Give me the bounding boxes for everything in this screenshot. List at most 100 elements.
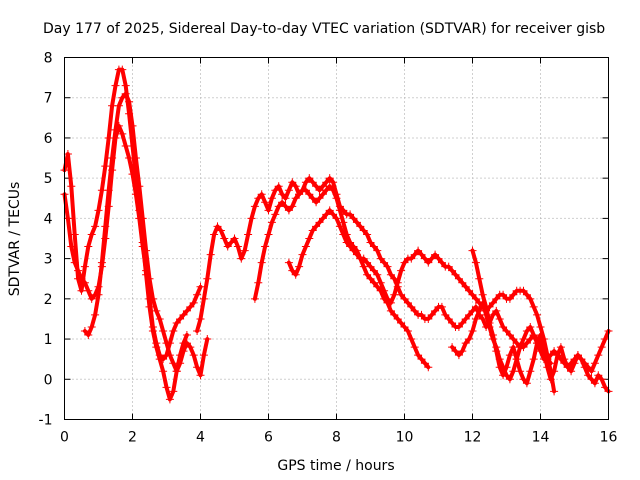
- x-tick-label: 8: [332, 430, 341, 446]
- data-point: [407, 335, 416, 344]
- data-point: [165, 395, 174, 404]
- y-tick-label: -1: [39, 413, 53, 429]
- data-point: [386, 270, 395, 279]
- data-point: [417, 355, 426, 364]
- data-point: [458, 318, 467, 327]
- data-point: [505, 351, 514, 360]
- data-point: [485, 318, 494, 327]
- data-point: [261, 242, 270, 251]
- data-point: [366, 274, 375, 283]
- data-point: [91, 222, 100, 231]
- data-point: [424, 363, 433, 372]
- data-point: [597, 375, 606, 384]
- data-point: [329, 186, 338, 195]
- data-point: [230, 234, 239, 243]
- x-tick-label: 0: [60, 430, 69, 446]
- data-point: [475, 306, 484, 315]
- y-tick-label: 7: [44, 91, 53, 107]
- data-point: [380, 286, 389, 295]
- data-point: [410, 250, 419, 259]
- data-point: [305, 190, 314, 199]
- data-point: [400, 258, 409, 267]
- data-point: [560, 355, 569, 364]
- data-point: [295, 262, 304, 271]
- data-point: [601, 383, 610, 392]
- y-tick-label: 4: [44, 211, 53, 227]
- data-point: [250, 294, 259, 303]
- data-point: [444, 262, 453, 271]
- data-point: [240, 246, 249, 255]
- data-point: [193, 327, 202, 336]
- data-point: [383, 262, 392, 271]
- data-point: [213, 222, 222, 231]
- data-point: [393, 314, 402, 323]
- data-point: [536, 322, 545, 331]
- data-point: [206, 250, 215, 259]
- data-point: [567, 367, 576, 376]
- data-point: [267, 218, 276, 227]
- data-point: [169, 387, 178, 396]
- data-point: [407, 302, 416, 311]
- data-point: [573, 351, 582, 360]
- data-point: [315, 218, 324, 227]
- data-point: [162, 383, 171, 392]
- data-point: [437, 302, 446, 311]
- data-point: [257, 190, 266, 199]
- data-point: [380, 258, 389, 267]
- data-point: [138, 214, 147, 223]
- data-point: [244, 230, 253, 239]
- data-point: [74, 274, 83, 283]
- x-tick-label: 10: [396, 430, 414, 446]
- data-point: [264, 230, 273, 239]
- data-point: [594, 371, 603, 380]
- data-point: [193, 363, 202, 372]
- data-point: [522, 339, 531, 348]
- data-point: [431, 306, 440, 315]
- data-point: [512, 355, 521, 364]
- data-point: [359, 226, 368, 235]
- data-point: [522, 379, 531, 388]
- data-point: [448, 266, 457, 275]
- data-point: [342, 238, 351, 247]
- data-point: [332, 214, 341, 223]
- data-point: [522, 290, 531, 299]
- data-point: [325, 182, 334, 191]
- data-point: [590, 379, 599, 388]
- data-point: [468, 246, 477, 255]
- data-point: [468, 306, 477, 315]
- data-point: [108, 154, 117, 163]
- data-point: [546, 351, 555, 360]
- data-point: [397, 266, 406, 275]
- data-point: [359, 254, 368, 263]
- data-point: [471, 258, 480, 267]
- data-point: [563, 363, 572, 372]
- data-point: [488, 298, 497, 307]
- data-point: [499, 371, 508, 380]
- data-point: [478, 290, 487, 299]
- data-point: [369, 242, 378, 251]
- data-point: [288, 266, 297, 275]
- data-point: [125, 97, 134, 106]
- data-point: [199, 351, 208, 360]
- data-point: [509, 343, 518, 352]
- data-point: [182, 331, 191, 340]
- data-point: [526, 335, 535, 344]
- chart-title: Day 177 of 2025, Sidereal Day-to-day VTE…: [43, 21, 605, 37]
- data-point: [584, 371, 593, 380]
- data-point: [359, 262, 368, 271]
- data-point: [278, 190, 287, 199]
- x-tick-label: 2: [128, 430, 137, 446]
- data-point: [111, 125, 120, 134]
- data-point: [291, 182, 300, 191]
- data-point: [284, 186, 293, 195]
- data-point: [397, 318, 406, 327]
- data-series: [60, 65, 613, 404]
- data-point: [84, 242, 93, 251]
- data-point: [550, 347, 559, 356]
- data-point: [284, 258, 293, 267]
- data-point: [495, 363, 504, 372]
- data-point: [526, 294, 535, 303]
- y-tick-label: 3: [44, 252, 53, 268]
